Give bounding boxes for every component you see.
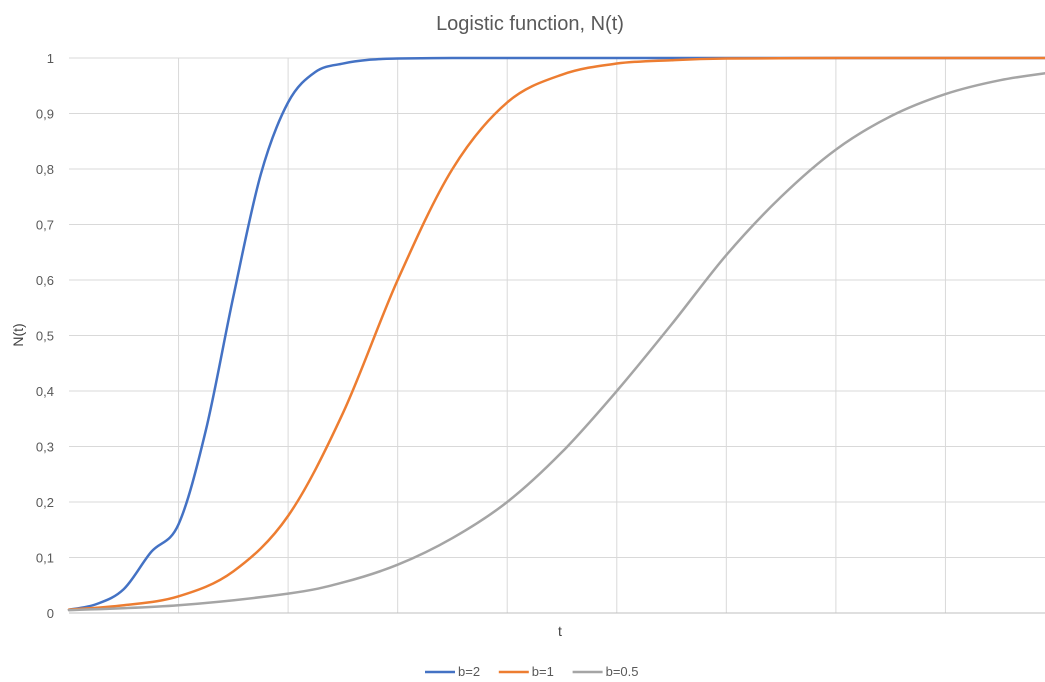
x-axis-label: t	[558, 623, 562, 639]
legend-label: b=2	[458, 664, 480, 679]
legend-item: b=2	[425, 664, 480, 679]
series-line-b-1	[67, 56, 1045, 611]
legend-label: b=1	[532, 664, 554, 679]
y-tick-label: 0,4	[36, 384, 54, 399]
series-line-b-2	[67, 56, 1045, 611]
y-tick-label: 0,1	[36, 551, 54, 566]
y-tick-label: 0,8	[36, 162, 54, 177]
y-tick-labels: 0 0,1 0,2 0,3 0,4 0,5 0,6 0,7 0,8 0,9 1	[36, 51, 54, 621]
y-tick-label: 0,9	[36, 107, 54, 122]
y-tick-label: 0,6	[36, 273, 54, 288]
series-lines	[67, 56, 1045, 612]
y-tick-label: 0,2	[36, 495, 54, 510]
legend-item: b=0.5	[572, 664, 639, 679]
legend-label: b=0.5	[606, 664, 639, 679]
legend: b=2 b=1 b=0.5	[425, 664, 639, 679]
series-line-b-0-5	[67, 72, 1045, 612]
chart-title: Logistic function, N(t)	[436, 13, 624, 35]
y-tick-label: 1	[47, 51, 54, 66]
gridlines	[69, 57, 1045, 613]
y-tick-label: 0	[47, 606, 54, 621]
legend-item: b=1	[498, 664, 554, 679]
y-tick-label: 0,7	[36, 218, 54, 233]
y-axis-label: N(t)	[10, 323, 26, 346]
y-tick-label: 0,3	[36, 440, 54, 455]
y-tick-label: 0,5	[36, 329, 54, 344]
